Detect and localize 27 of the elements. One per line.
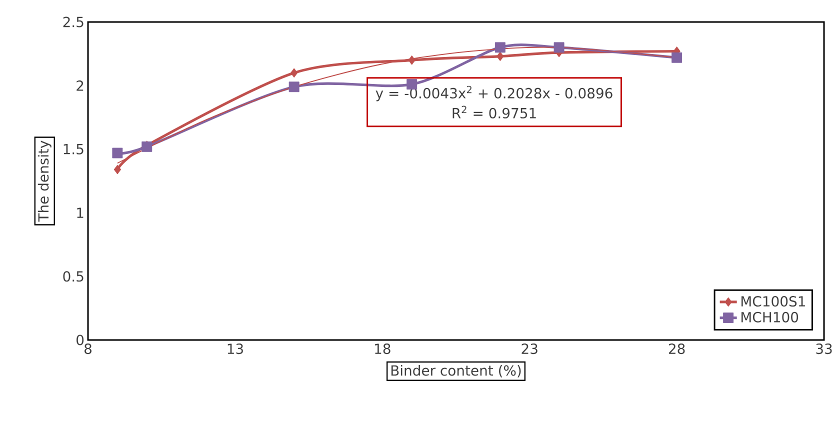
x-axis-title: Binder content (%) — [391, 364, 521, 378]
x-tick-label: 18 — [375, 344, 390, 354]
y-tick-label: 0.5 — [63, 271, 84, 282]
x-tick-label: 8 — [84, 344, 92, 354]
annotation: R$^{2}$ = 0.9751 — [452, 106, 536, 118]
point — [408, 55, 416, 65]
y-tick-label: 1.5 — [64, 144, 84, 154]
legend-label: MCH100 — [742, 312, 798, 322]
point — [114, 164, 122, 174]
x-tick-label: 33 — [816, 344, 832, 354]
point — [288, 82, 300, 92]
point — [554, 42, 564, 53]
x-tick-label: 23 — [522, 344, 538, 354]
y-tick-label: 0 — [76, 334, 84, 346]
point — [494, 42, 506, 53]
point — [496, 52, 504, 62]
point — [290, 68, 298, 78]
point — [112, 148, 123, 158]
y-tick-label: 1 — [77, 208, 84, 218]
point — [672, 52, 682, 63]
y-tick-label: 2 — [76, 80, 84, 91]
annotation: y = -0.0043x$^{2}$ + 0.2028x - 0.0896 — [376, 86, 612, 102]
x-tick-label: 28 — [668, 344, 685, 354]
legend-label: MC100S1 — [742, 296, 805, 307]
x-tick-label: 13 — [228, 344, 243, 354]
y-axis-title: The density — [38, 140, 52, 222]
y-tick-label: 2.5 — [63, 16, 84, 28]
